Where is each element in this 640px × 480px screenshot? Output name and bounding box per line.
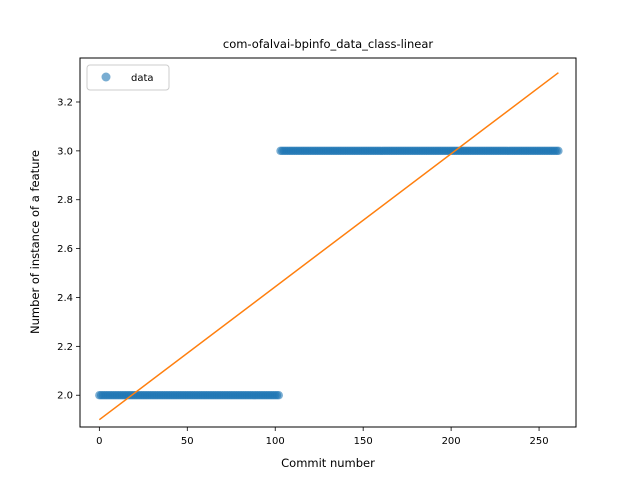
- legend-label-data: data: [131, 73, 154, 84]
- y-axis: 2.0 2.2 2.4 2.6 2.8 3.0 3.2: [57, 97, 80, 402]
- x-tick-label: 100: [266, 436, 285, 447]
- legend: data: [86, 64, 170, 91]
- y-tick-label: 2.4: [57, 293, 73, 304]
- plot-area: [95, 72, 563, 421]
- legend-box: [86, 64, 170, 91]
- x-tick-label: 150: [354, 436, 373, 447]
- x-axis: 0 50 100 150 200 250: [96, 427, 549, 447]
- y-tick-label: 2.6: [57, 244, 73, 255]
- y-tick-label: 2.8: [57, 195, 73, 206]
- data-point: [274, 391, 283, 400]
- y-tick-label: 3.0: [57, 146, 73, 157]
- y-tick-label: 2.2: [57, 342, 73, 353]
- y-tick-label: 2.0: [57, 391, 73, 402]
- chart-title: com-ofalvai-bpinfo_data_class-linear: [223, 37, 434, 51]
- legend-marker: [101, 72, 111, 82]
- axes-frame: [79, 57, 577, 428]
- y-axis-label: Number of instance of a feature: [28, 150, 42, 334]
- y-tick-label: 3.2: [57, 97, 73, 108]
- x-tick-label: 0: [96, 436, 102, 447]
- x-tick-label: 200: [442, 436, 461, 447]
- x-tick-label: 250: [530, 436, 549, 447]
- trend-line: [98, 72, 559, 421]
- x-tick-label: 50: [181, 436, 194, 447]
- data-point: [554, 146, 563, 156]
- x-axis-label: Commit number: [281, 456, 375, 470]
